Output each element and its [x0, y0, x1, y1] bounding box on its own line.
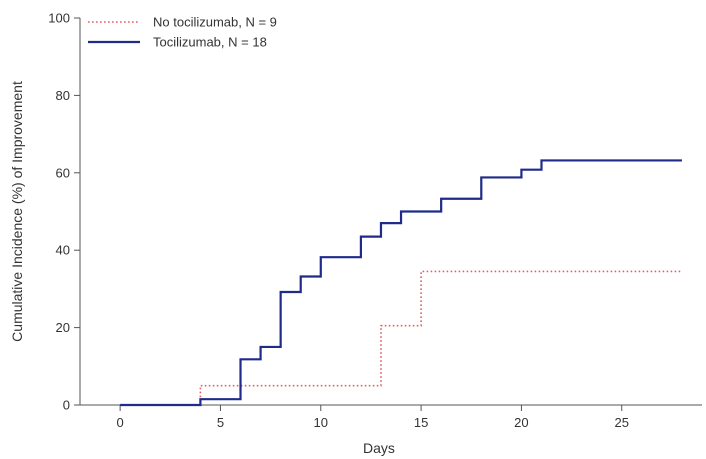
- series-line-tocilizumab: [120, 159, 682, 407]
- x-ticks: 0 5 10 15 20 25: [117, 405, 629, 430]
- axes: [79, 18, 702, 406]
- series-line-no-tocilizumab: [120, 270, 682, 406]
- legend-label-no-tocilizumab: No tocilizumab, N = 9: [153, 15, 277, 30]
- x-tick-label: 15: [414, 415, 428, 430]
- y-tick-label: 60: [56, 165, 70, 180]
- y-tick-label: 100: [48, 11, 70, 26]
- x-tick-label: 25: [615, 415, 629, 430]
- y-tick-label: 40: [56, 243, 70, 258]
- series-layer: [120, 159, 682, 407]
- y-tick-label: 20: [56, 320, 70, 335]
- x-tick-label: 20: [514, 415, 528, 430]
- x-tick-label: 10: [314, 415, 328, 430]
- y-tick-label: 0: [63, 398, 70, 413]
- x-tick-label: 0: [117, 415, 124, 430]
- legend-label-tocilizumab: Tocilizumab, N = 18: [153, 35, 267, 50]
- y-tick-label: 80: [56, 88, 70, 103]
- y-ticks: 0 20 40 60 80 100: [48, 11, 80, 413]
- y-axis-title: Cumulative Incidence (%) of Improvement: [9, 81, 25, 342]
- x-axis-title: Days: [363, 440, 395, 456]
- legend: No tocilizumab, N = 9 Tocilizumab, N = 1…: [88, 15, 277, 50]
- x-tick-label: 5: [217, 415, 224, 430]
